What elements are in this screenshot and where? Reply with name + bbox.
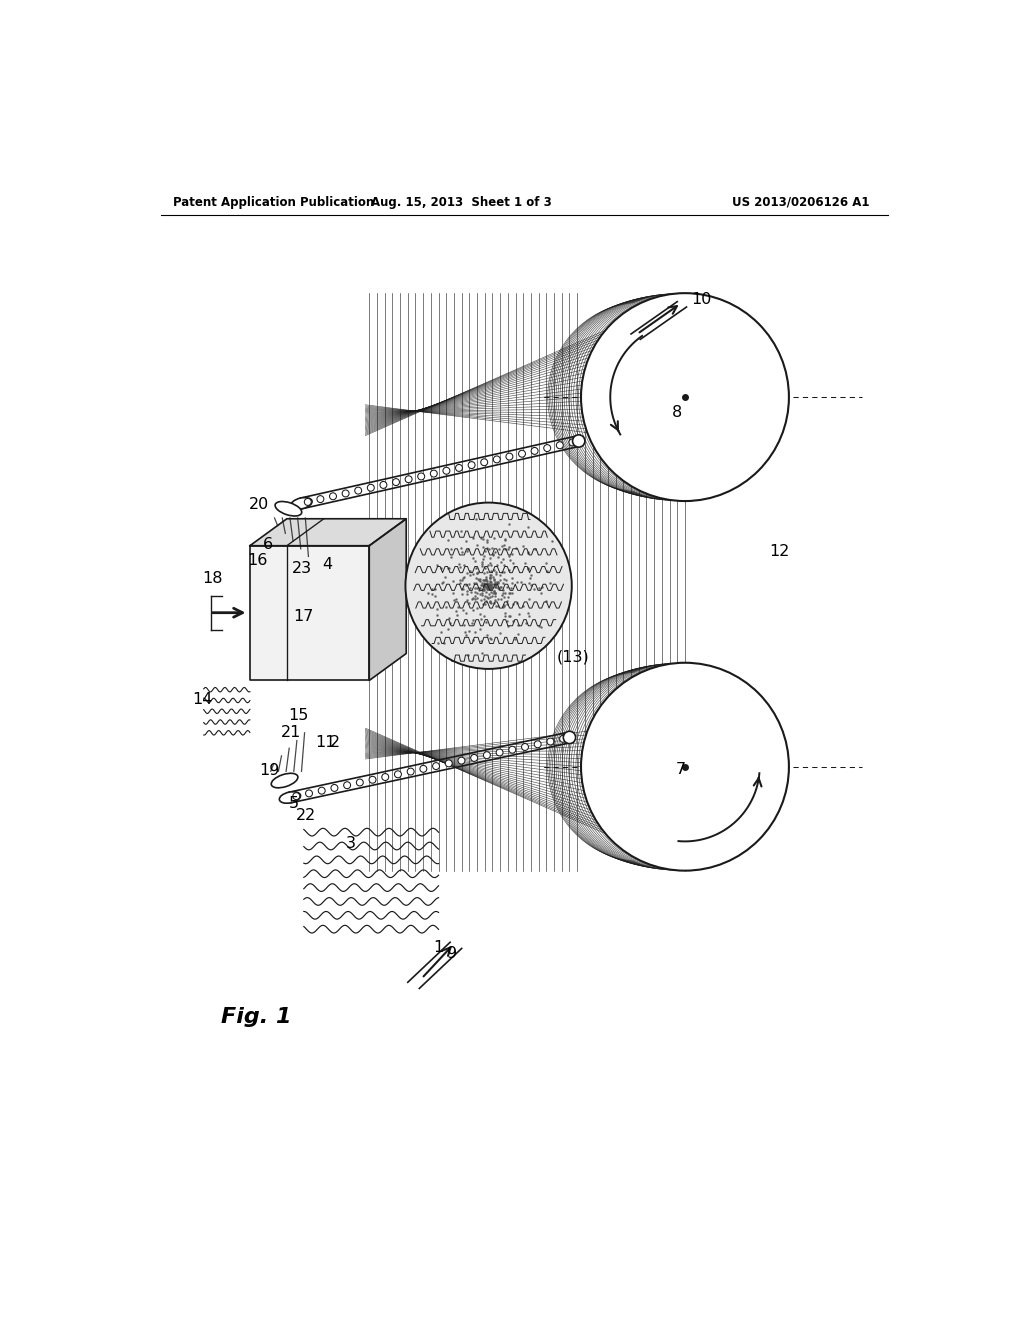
Circle shape <box>342 490 349 496</box>
Circle shape <box>563 731 575 743</box>
Circle shape <box>572 434 585 447</box>
Circle shape <box>356 779 364 785</box>
Text: Patent Application Publication: Patent Application Publication <box>173 195 374 209</box>
Circle shape <box>406 475 412 483</box>
Text: 21: 21 <box>281 725 301 741</box>
Circle shape <box>535 741 541 747</box>
Circle shape <box>581 293 788 502</box>
Ellipse shape <box>280 792 301 804</box>
Circle shape <box>430 470 437 477</box>
Text: 15: 15 <box>288 708 308 722</box>
Circle shape <box>458 758 465 764</box>
Circle shape <box>506 453 513 461</box>
Text: 14: 14 <box>191 692 212 708</box>
Text: 10: 10 <box>692 292 712 306</box>
Circle shape <box>509 746 516 754</box>
Text: 18: 18 <box>203 570 223 586</box>
Circle shape <box>521 743 528 751</box>
Text: Aug. 15, 2013  Sheet 1 of 3: Aug. 15, 2013 Sheet 1 of 3 <box>372 195 552 209</box>
Circle shape <box>368 484 374 491</box>
Ellipse shape <box>291 498 312 510</box>
Circle shape <box>496 748 503 756</box>
Circle shape <box>420 766 427 772</box>
Text: Fig. 1: Fig. 1 <box>221 1007 292 1027</box>
Circle shape <box>544 445 551 451</box>
Text: 12: 12 <box>769 544 790 558</box>
Circle shape <box>394 771 401 777</box>
Circle shape <box>354 487 361 494</box>
Circle shape <box>293 793 300 800</box>
Text: 11: 11 <box>315 734 336 750</box>
Circle shape <box>494 455 501 463</box>
Polygon shape <box>250 519 407 545</box>
Text: 5: 5 <box>289 796 299 812</box>
Circle shape <box>304 499 311 506</box>
Circle shape <box>331 784 338 792</box>
Text: (13): (13) <box>557 649 590 665</box>
Text: 20: 20 <box>249 498 269 512</box>
Circle shape <box>456 465 463 471</box>
Circle shape <box>560 735 566 742</box>
Circle shape <box>471 755 477 762</box>
Ellipse shape <box>275 502 302 516</box>
Circle shape <box>556 442 563 449</box>
Circle shape <box>330 492 337 500</box>
Circle shape <box>443 467 450 474</box>
Circle shape <box>369 776 376 783</box>
Polygon shape <box>250 545 370 681</box>
Circle shape <box>317 495 324 503</box>
Text: 8: 8 <box>672 405 682 420</box>
Text: 23: 23 <box>292 561 311 576</box>
Text: 22: 22 <box>296 808 316 822</box>
Circle shape <box>344 781 350 788</box>
Circle shape <box>418 473 425 480</box>
Circle shape <box>480 459 487 466</box>
Text: 4: 4 <box>322 557 332 573</box>
Circle shape <box>569 440 575 446</box>
Circle shape <box>408 768 414 775</box>
Text: US 2013/0206126 A1: US 2013/0206126 A1 <box>732 195 869 209</box>
Circle shape <box>392 479 399 486</box>
Text: 17: 17 <box>294 609 314 624</box>
Circle shape <box>406 503 571 669</box>
Circle shape <box>518 450 525 457</box>
Circle shape <box>445 760 453 767</box>
Text: 6: 6 <box>262 537 272 553</box>
Circle shape <box>305 789 312 797</box>
Text: 1: 1 <box>433 940 443 956</box>
Polygon shape <box>370 519 407 681</box>
Circle shape <box>483 751 490 759</box>
Circle shape <box>547 738 554 744</box>
Text: 16: 16 <box>248 553 268 568</box>
Text: 19: 19 <box>259 763 280 777</box>
Circle shape <box>432 763 439 770</box>
Circle shape <box>468 462 475 469</box>
Circle shape <box>581 663 788 871</box>
Text: 9: 9 <box>447 946 458 961</box>
Circle shape <box>318 787 326 795</box>
Text: 3: 3 <box>346 836 355 851</box>
Circle shape <box>380 482 387 488</box>
Circle shape <box>531 447 538 454</box>
Circle shape <box>382 774 389 780</box>
Ellipse shape <box>271 774 298 788</box>
Text: 2: 2 <box>330 734 340 750</box>
Text: 7: 7 <box>676 762 686 776</box>
